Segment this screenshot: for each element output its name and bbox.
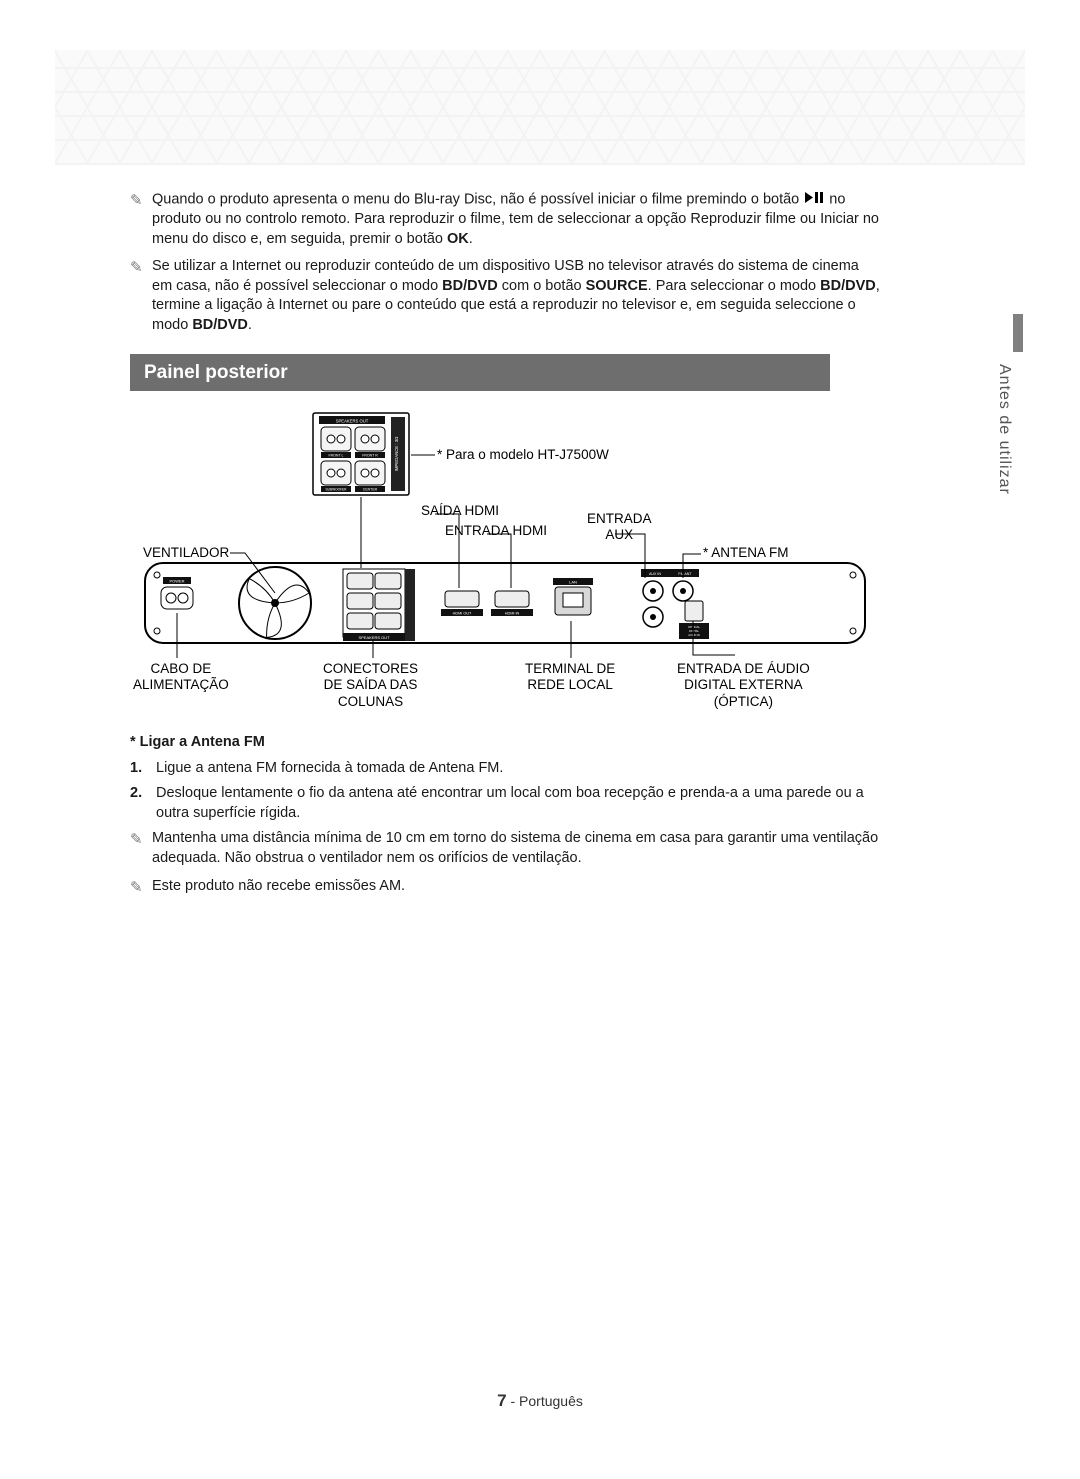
note-segment: com o botão — [498, 278, 586, 294]
section-heading: Painel posterior — [130, 354, 830, 392]
diagram-label: ENTRADA HDMI — [445, 523, 547, 539]
tiny-label: HDMI OUT — [453, 612, 472, 616]
note-bold: OK — [447, 231, 469, 247]
footer-sep: - — [507, 1393, 519, 1409]
svg-text:OPTICAL: OPTICAL — [688, 625, 700, 629]
diagram-label: * ANTENA FM — [703, 545, 789, 561]
svg-text:DIGITAL: DIGITAL — [689, 629, 699, 633]
header-pattern — [55, 50, 1025, 165]
tiny-label: POWER — [169, 579, 184, 584]
diagram-label: CONECTORES DE SAÍDA DAS COLUNAS — [323, 661, 418, 710]
note-segment: Quando o produto apresenta o menu do Blu… — [152, 192, 803, 208]
list-number: 2. — [130, 784, 156, 823]
list-item: 2. Desloque lentamente o fio da antena a… — [130, 784, 880, 823]
note-text: Este produto não recebe emissões AM. — [152, 877, 880, 898]
play-pause-icon — [805, 190, 823, 210]
list-number: 1. — [130, 759, 156, 779]
list-item: 1. Ligue a antena FM fornecida à tomada … — [130, 759, 880, 779]
tiny-label: SPEAKERS OUT — [336, 419, 369, 424]
list-text: Ligue a antena FM fornecida à tomada de … — [156, 759, 880, 779]
side-tab: Antes de utilizar — [995, 314, 1023, 495]
sub-heading: * Ligar a Antena FM — [130, 733, 880, 753]
tiny-label: LAN — [569, 580, 577, 585]
pencil-note-icon: ✎ — [130, 877, 152, 898]
note-item: ✎ Quando o produto apresenta o menu do B… — [130, 190, 880, 249]
side-tab-text: Antes de utilizar — [995, 360, 1013, 495]
diagram-label: ENTRADA AUX — [587, 511, 652, 543]
tiny-label: AUX IN — [649, 572, 661, 576]
note-text: Se utilizar a Internet ou reproduzir con… — [152, 257, 880, 335]
tiny-label: HDMI IN — [505, 612, 520, 616]
rear-panel-diagram: SPEAKERS OUT FRONT L FRONT R SUBWOOFER — [135, 403, 875, 723]
note-segment: . — [469, 231, 473, 247]
page-footer: 7 - Português — [0, 1391, 1080, 1411]
pencil-note-icon: ✎ — [130, 257, 152, 335]
tiny-label: FM ANT — [678, 572, 692, 576]
note-bold: BD/DVD — [442, 278, 498, 294]
page-number: 7 — [497, 1391, 506, 1410]
tiny-label: IMPEDANCE : 3Ω — [394, 436, 399, 472]
tiny-label: SUBWOOFER — [326, 488, 348, 492]
note-item: ✎ Se utilizar a Internet ou reproduzir c… — [130, 257, 880, 335]
note-text: Mantenha uma distância mínima de 10 cm e… — [152, 829, 880, 868]
svg-text:AUDIO IN: AUDIO IN — [688, 633, 700, 637]
tiny-label: CENTER — [363, 488, 378, 492]
diagram-label: SAÍDA HDMI — [421, 503, 499, 519]
pencil-note-icon: ✎ — [130, 190, 152, 249]
tiny-label: FRONT R — [362, 454, 378, 458]
bottom-notes: ✎ Mantenha uma distância mínima de 10 cm… — [130, 829, 880, 897]
tiny-label: FRONT L — [329, 454, 344, 458]
note-segment: . — [248, 317, 252, 333]
pencil-note-icon: ✎ — [130, 829, 152, 868]
side-tab-bar — [1013, 314, 1023, 352]
diagram-label: * Para o modelo HT-J7500W — [437, 447, 609, 463]
list-text: Desloque lentamente o fio da antena até … — [156, 784, 880, 823]
diagram-label: CABO DE ALIMENTAÇÃO — [133, 661, 229, 693]
diagram-label: TERMINAL DE REDE LOCAL — [525, 661, 615, 693]
note-bold: BD/DVD — [192, 317, 248, 333]
note-bold: BD/DVD — [820, 278, 876, 294]
page-content: ✎ Quando o produto apresenta o menu do B… — [130, 190, 880, 916]
note-text: Quando o produto apresenta o menu do Blu… — [152, 190, 880, 249]
note-item: ✎ Este produto não recebe emissões AM. — [130, 877, 880, 898]
tiny-label: SPEAKERS OUT — [358, 635, 390, 640]
numbered-list: 1. Ligue a antena FM fornecida à tomada … — [130, 759, 880, 824]
note-segment: . Para seleccionar o modo — [648, 278, 820, 294]
top-notes: ✎ Quando o produto apresenta o menu do B… — [130, 190, 880, 336]
diagram-label: VENTILADOR — [143, 545, 229, 561]
note-bold: SOURCE — [586, 278, 648, 294]
diagram-label: ENTRADA DE ÁUDIO DIGITAL EXTERNA (ÓPTICA… — [677, 661, 810, 710]
footer-lang: Português — [519, 1393, 583, 1409]
note-item: ✎ Mantenha uma distância mínima de 10 cm… — [130, 829, 880, 868]
